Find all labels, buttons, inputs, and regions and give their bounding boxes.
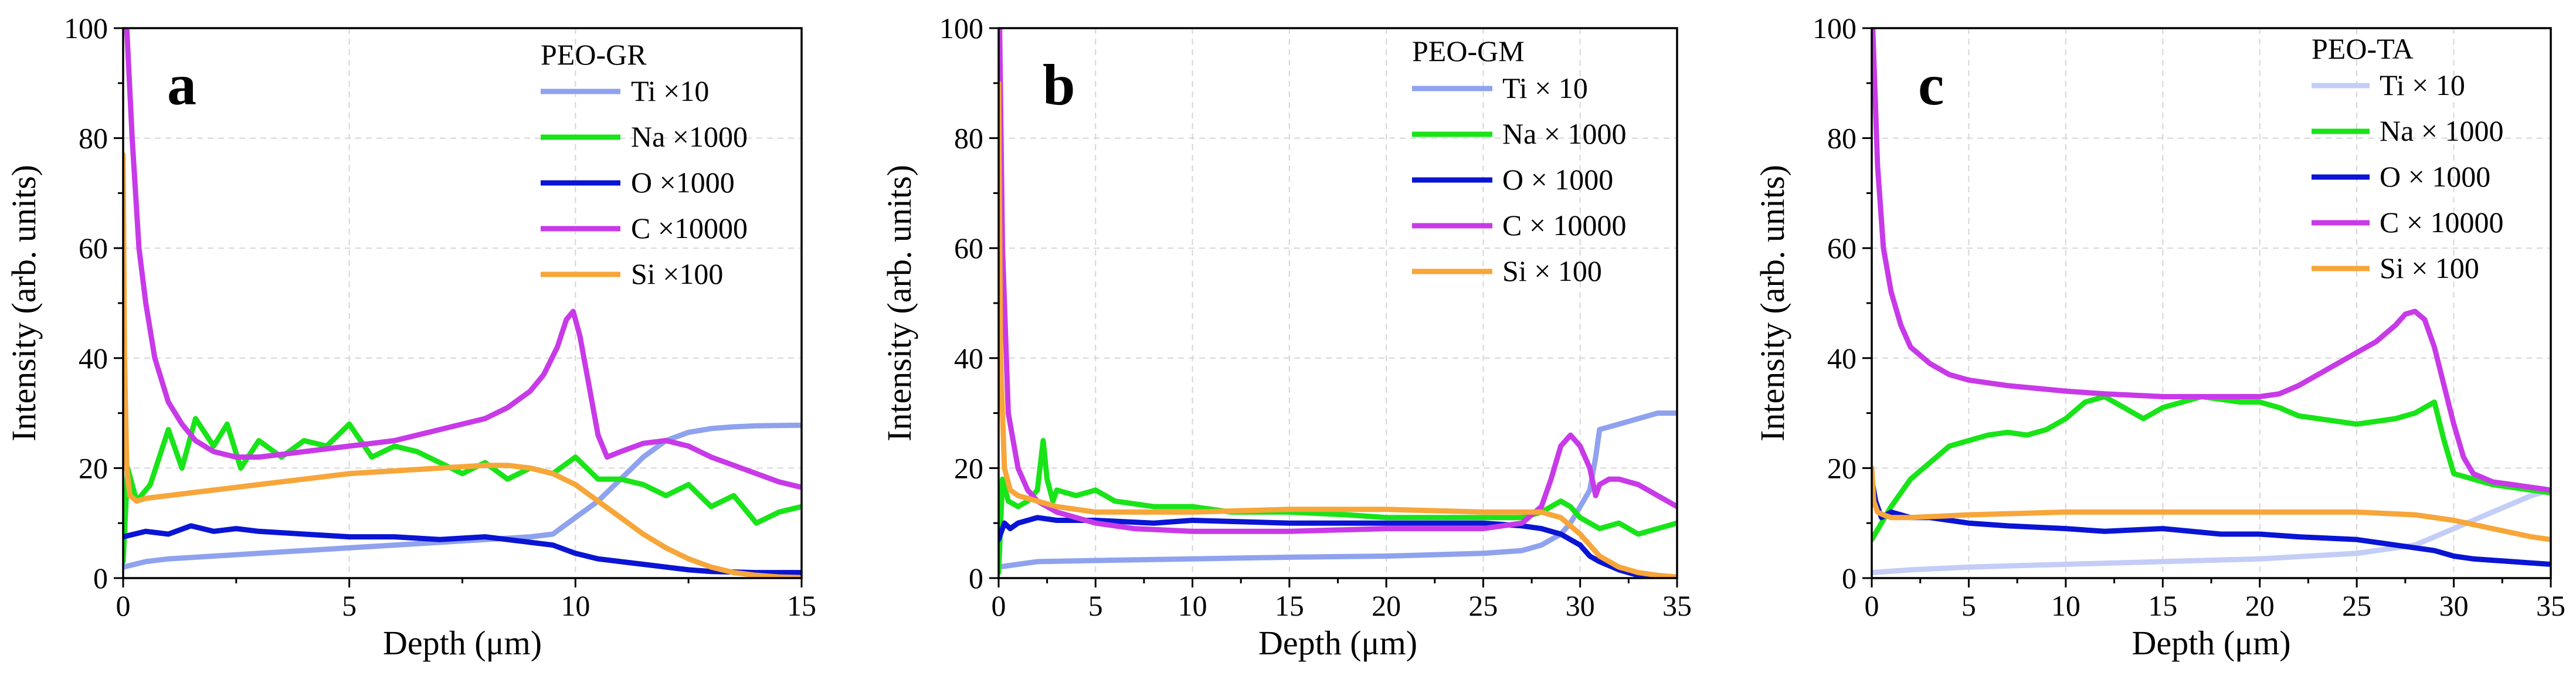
legend-label-c-ti: Ti × 10 [2380, 69, 2465, 101]
x-tick-label: 20 [2245, 589, 2275, 622]
y-axis-label-b: Intensity (arb. units) [880, 165, 918, 441]
legend-label-a-c: C ×10000 [631, 212, 748, 244]
series-line-b-ti [999, 410, 1677, 570]
panel-label-c: c [1918, 52, 1944, 117]
y-tick-label: 20 [954, 451, 983, 484]
x-tick-label: 10 [561, 589, 590, 622]
y-tick-label: 0 [1842, 562, 1857, 595]
y-tick-label: 40 [1827, 342, 1857, 375]
ticks-panel-b: 0 5 10 15 20 25 30 35 0 20 40 60 80 100 [939, 12, 1692, 622]
x-tick-label: 30 [1566, 589, 1595, 622]
y-axis-label-c: Intensity (arb. units) [1753, 165, 1791, 441]
legend-label-c-o: O × 1000 [2380, 160, 2490, 193]
legend-label-b-si: Si × 100 [1502, 254, 1602, 287]
y-tick-label: 20 [1827, 451, 1857, 484]
y-tick-label: 40 [954, 342, 983, 375]
series-lines-panel-b [999, 28, 1677, 578]
legend-label-a-o: O ×1000 [631, 166, 735, 199]
x-tick-label: 25 [1468, 589, 1498, 622]
legend-label-a-na: Na ×1000 [631, 120, 748, 153]
legend-label-b-na: Na × 1000 [1502, 117, 1627, 150]
series-line-b-o [999, 515, 1677, 578]
series-line-b-c [999, 28, 1677, 534]
series-line-a-si [123, 152, 802, 578]
y-tick-label: 60 [79, 232, 108, 264]
x-axis-label-b: Depth (μm) [1258, 624, 1417, 662]
series-line-a-c [124, 28, 802, 490]
x-tick-label: 15 [1275, 589, 1304, 622]
series-line-c-o [1872, 476, 2551, 567]
series-line-c-ti [1872, 487, 2551, 576]
y-tick-label: 80 [79, 122, 108, 155]
grid-panel-b [999, 28, 1677, 578]
x-tick-label: 5 [342, 589, 357, 622]
x-tick-label: 0 [116, 589, 131, 622]
x-axis-label-a: Depth (μm) [383, 624, 542, 662]
panel-label-b: b [1043, 52, 1075, 117]
y-tick-label: 60 [954, 232, 983, 264]
series-lines-panel-a [123, 28, 802, 578]
legend-label-a-ti: Ti ×10 [631, 74, 709, 107]
y-tick-label: 0 [969, 562, 983, 595]
legend-panel-a: PEO-GR Ti ×10 Na ×1000 O ×1000 C ×10000 … [541, 38, 748, 290]
y-tick-label: 100 [64, 12, 108, 45]
legend-panel-c: PEO-TA Ti × 10 Na × 1000 O × 1000 C × 10… [2312, 32, 2504, 284]
grid-panel-c [1872, 28, 2551, 578]
legend-title-c: PEO-TA [2312, 32, 2414, 65]
series-line-a-o [123, 523, 802, 576]
legend-label-c-c: C × 10000 [2380, 206, 2504, 239]
x-tick-label: 30 [2439, 589, 2469, 622]
x-tick-label: 0 [992, 589, 1006, 622]
x-tick-label: 10 [2051, 589, 2081, 622]
series-lines-panel-c [1872, 28, 2551, 576]
legend-label-b-ti: Ti × 10 [1502, 72, 1588, 104]
x-axis-label-c: Depth (μm) [2132, 624, 2290, 662]
legend-label-a-si: Si ×100 [631, 257, 723, 290]
x-tick-label: 5 [1088, 589, 1103, 622]
series-line-c-na [1872, 394, 2551, 542]
y-tick-label: 0 [93, 562, 108, 595]
legend-panel-b: PEO-GM Ti × 10 Na × 1000 O × 1000 C × 10… [1412, 35, 1627, 287]
legend-label-b-c: C × 10000 [1502, 209, 1627, 242]
x-tick-label: 35 [1662, 589, 1692, 622]
legend-title-b: PEO-GM [1412, 35, 1525, 67]
y-tick-label: 40 [79, 342, 108, 375]
legend-label-c-na: Na × 1000 [2380, 114, 2504, 147]
y-tick-label: 100 [1813, 12, 1857, 45]
panel-label-a: a [167, 52, 196, 117]
x-tick-label: 25 [2342, 589, 2371, 622]
x-tick-label: 20 [1372, 589, 1401, 622]
x-tick-label: 15 [2148, 589, 2177, 622]
x-tick-label: 5 [1961, 589, 1976, 622]
series-line-b-si [999, 80, 1677, 578]
ticks-panel-c: 0 5 10 15 20 25 30 35 0 20 40 60 80 100 [1813, 12, 2565, 622]
legend-title-a: PEO-GR [541, 38, 647, 71]
series-line-c-c [1872, 28, 2551, 493]
y-tick-label: 60 [1827, 232, 1857, 264]
chart-panel-a: 0 5 10 15 0 20 40 60 80 100 a Depth (μm) Intensit… [5, 12, 816, 662]
y-axis-label-a: Intensity (arb. units) [5, 165, 43, 441]
series-line-a-ti [123, 422, 802, 570]
y-tick-label: 80 [1827, 122, 1857, 155]
x-tick-label: 15 [787, 589, 816, 622]
ticks-panel-a: 0 5 10 15 0 20 40 60 80 100 [64, 12, 816, 622]
legend-label-c-si: Si × 100 [2380, 252, 2479, 284]
x-tick-label: 10 [1178, 589, 1207, 622]
y-tick-label: 100 [939, 12, 983, 45]
series-line-c-si [1872, 465, 2551, 542]
y-tick-label: 80 [954, 122, 983, 155]
y-tick-label: 20 [79, 451, 108, 484]
x-tick-label: 0 [1865, 589, 1879, 622]
legend-label-b-o: O × 1000 [1502, 163, 1613, 196]
x-tick-label: 35 [2536, 589, 2565, 622]
